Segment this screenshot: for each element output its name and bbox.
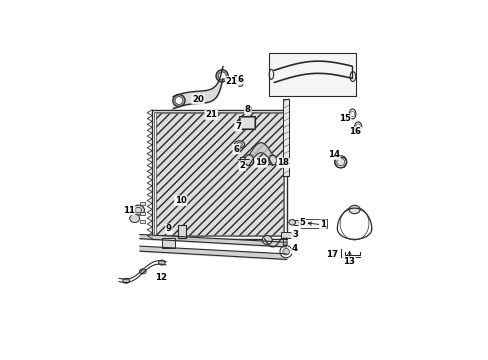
Bar [239,116,255,129]
Bar [300,219,326,228]
Bar [155,113,283,235]
Text: 15: 15 [338,114,350,123]
Bar [162,238,175,248]
Text: 21: 21 [225,77,237,86]
Bar [178,225,186,238]
Ellipse shape [268,155,276,165]
Ellipse shape [175,96,183,104]
Text: 4: 4 [291,244,297,253]
Text: 10: 10 [175,196,186,205]
Ellipse shape [245,105,251,113]
Ellipse shape [218,72,225,80]
Text: 20: 20 [192,95,203,104]
Ellipse shape [236,76,243,86]
Ellipse shape [262,235,272,244]
Ellipse shape [139,269,146,274]
Text: 8: 8 [244,105,250,114]
Bar [268,53,355,96]
Bar [152,110,286,239]
Text: 19: 19 [255,158,266,167]
Text: 16: 16 [232,75,244,84]
Text: 7: 7 [235,122,241,131]
Ellipse shape [280,246,292,258]
Ellipse shape [173,94,184,107]
Ellipse shape [132,205,144,215]
Ellipse shape [282,248,289,255]
Bar [154,112,284,237]
Text: 9: 9 [165,224,171,233]
Text: 16: 16 [349,127,361,136]
Ellipse shape [158,260,165,265]
Text: 13: 13 [342,257,354,266]
Bar [281,232,292,238]
Bar [140,212,144,215]
Text: 3: 3 [291,230,297,239]
Ellipse shape [216,70,228,82]
Ellipse shape [129,214,140,222]
Bar [140,220,144,223]
Bar [283,99,289,176]
Ellipse shape [348,205,359,214]
Bar [240,117,253,128]
Ellipse shape [234,141,244,148]
Ellipse shape [334,156,346,168]
Bar [239,157,247,162]
Text: 6: 6 [233,145,239,154]
Bar [293,220,300,225]
Ellipse shape [354,122,361,132]
Text: 18: 18 [277,158,289,167]
Text: 12: 12 [155,273,167,282]
Text: 11: 11 [122,206,134,215]
Ellipse shape [244,155,253,166]
Bar [140,202,144,205]
Text: 5: 5 [299,218,305,227]
Text: 14: 14 [327,150,339,159]
Ellipse shape [288,220,295,225]
Text: 1: 1 [319,220,325,229]
Text: 2: 2 [239,161,245,170]
Text: 17: 17 [325,250,338,259]
Text: 21: 21 [205,110,217,119]
Ellipse shape [348,109,355,119]
Ellipse shape [122,278,129,283]
